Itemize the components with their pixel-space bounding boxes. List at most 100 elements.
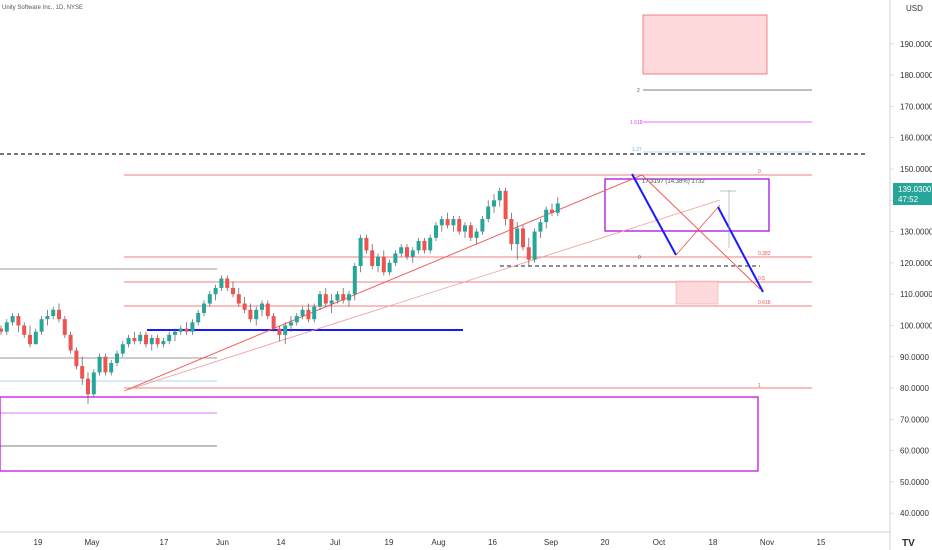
candle bbox=[457, 215, 462, 235]
wave-blue-down bbox=[631, 173, 677, 256]
price-countdown: 47:52 bbox=[898, 195, 919, 204]
fib-label-2: 2 bbox=[637, 88, 640, 94]
candle-body-up bbox=[416, 240, 421, 251]
candle bbox=[410, 247, 415, 263]
fib-label-1: 1 bbox=[758, 383, 761, 389]
candle-body-up bbox=[318, 294, 322, 307]
trend-red-3 bbox=[641, 174, 761, 290]
candle-body-up bbox=[532, 231, 537, 260]
candle bbox=[463, 222, 467, 238]
candle-body-up bbox=[260, 303, 264, 310]
candle bbox=[4, 319, 9, 335]
candle bbox=[254, 306, 259, 326]
candle bbox=[468, 222, 473, 241]
candle-body-down bbox=[57, 309, 61, 320]
trend-red-2 bbox=[123, 199, 721, 392]
candle-body-up bbox=[335, 294, 340, 301]
x-tick-label: 17 bbox=[160, 538, 169, 547]
candle-body-up bbox=[387, 262, 392, 273]
candle-body-down bbox=[236, 294, 241, 304]
target-zone-top bbox=[642, 14, 768, 75]
candle-body-up bbox=[51, 309, 56, 317]
candle bbox=[167, 331, 172, 345]
candle-body-down bbox=[86, 378, 90, 395]
candle bbox=[532, 228, 537, 263]
candle-body-down bbox=[28, 334, 32, 345]
candle-body-up bbox=[294, 316, 299, 323]
y-tick-label: 130.0000 bbox=[900, 228, 932, 237]
candle bbox=[434, 222, 438, 241]
candle-body-up bbox=[161, 341, 166, 345]
candle bbox=[196, 309, 201, 326]
candle bbox=[480, 215, 485, 235]
candle-body-up bbox=[376, 256, 380, 266]
candle bbox=[271, 312, 276, 332]
candle bbox=[173, 328, 177, 342]
candle-body-down bbox=[248, 309, 253, 320]
candle bbox=[115, 350, 119, 367]
candle-body-up bbox=[33, 331, 38, 345]
x-tick-label: 15 bbox=[817, 538, 826, 547]
candle bbox=[323, 287, 328, 307]
candle-body-up bbox=[173, 331, 177, 335]
candle bbox=[33, 328, 38, 345]
y-tick-label: 170.0000 bbox=[900, 102, 932, 111]
candle-body-down bbox=[405, 247, 409, 257]
candle-body-down bbox=[306, 309, 311, 320]
candle-body-up bbox=[538, 222, 543, 232]
candle bbox=[144, 331, 148, 348]
candle-body-up bbox=[254, 309, 259, 320]
candle bbox=[550, 203, 554, 216]
candle-body-up bbox=[492, 200, 496, 207]
time-axis: 19 May 17 Jun 14 Jul 19 Aug 16 Sep 20 Oct 18 Nov 15 bbox=[34, 538, 826, 547]
candle-body-down bbox=[103, 356, 108, 373]
x-tick-label: 16 bbox=[488, 538, 497, 547]
candle-body-down bbox=[445, 219, 450, 226]
x-tick-label: 19 bbox=[385, 538, 394, 547]
fib-label-0618: 0.618 bbox=[758, 300, 771, 306]
candle bbox=[260, 300, 264, 317]
candle bbox=[497, 187, 502, 207]
candle bbox=[161, 337, 166, 348]
candle bbox=[86, 372, 90, 404]
y-tick-label: 80.0000 bbox=[900, 384, 929, 393]
candle bbox=[393, 250, 398, 266]
purple-box-bottom bbox=[0, 396, 759, 472]
candle bbox=[416, 237, 421, 254]
candle bbox=[39, 316, 44, 335]
candle bbox=[91, 369, 96, 398]
candle-body-up bbox=[202, 303, 206, 313]
candle-body-up bbox=[486, 206, 491, 220]
candle bbox=[283, 322, 288, 345]
y-tick-label: 50.0000 bbox=[900, 478, 929, 487]
x-tick-label: Nov bbox=[760, 538, 774, 547]
candle-body-up bbox=[410, 250, 415, 257]
candle bbox=[219, 275, 224, 292]
candle bbox=[352, 262, 357, 301]
candle bbox=[155, 334, 160, 348]
chart-drawings: 0 0.382 0.5 0.618 1 1.618 2 1.27 0 17.31… bbox=[0, 14, 866, 472]
candle-body-down bbox=[323, 294, 328, 304]
candle-body-down bbox=[509, 219, 514, 245]
candle-body-down bbox=[0, 328, 3, 332]
candle bbox=[138, 331, 143, 345]
candle-body-up bbox=[358, 237, 363, 266]
candle bbox=[207, 291, 212, 307]
candle bbox=[80, 356, 85, 385]
candle-body-up bbox=[138, 334, 143, 342]
x-tick-label: Aug bbox=[431, 538, 445, 547]
candle-body-up bbox=[463, 225, 467, 232]
candles bbox=[0, 187, 560, 404]
candle-body-down bbox=[550, 209, 554, 213]
candle-body-up bbox=[474, 231, 479, 238]
candle-body-up bbox=[91, 372, 96, 395]
candle bbox=[474, 228, 479, 245]
measure-label: 17.3197 (14.38%) 1732 bbox=[642, 179, 705, 185]
current-price-tag: 139.0300 47:52 bbox=[893, 183, 932, 205]
candle bbox=[492, 194, 496, 213]
candle-body-up bbox=[347, 294, 351, 301]
candle bbox=[225, 275, 230, 292]
candle bbox=[231, 281, 235, 298]
candle-body-up bbox=[312, 306, 317, 320]
